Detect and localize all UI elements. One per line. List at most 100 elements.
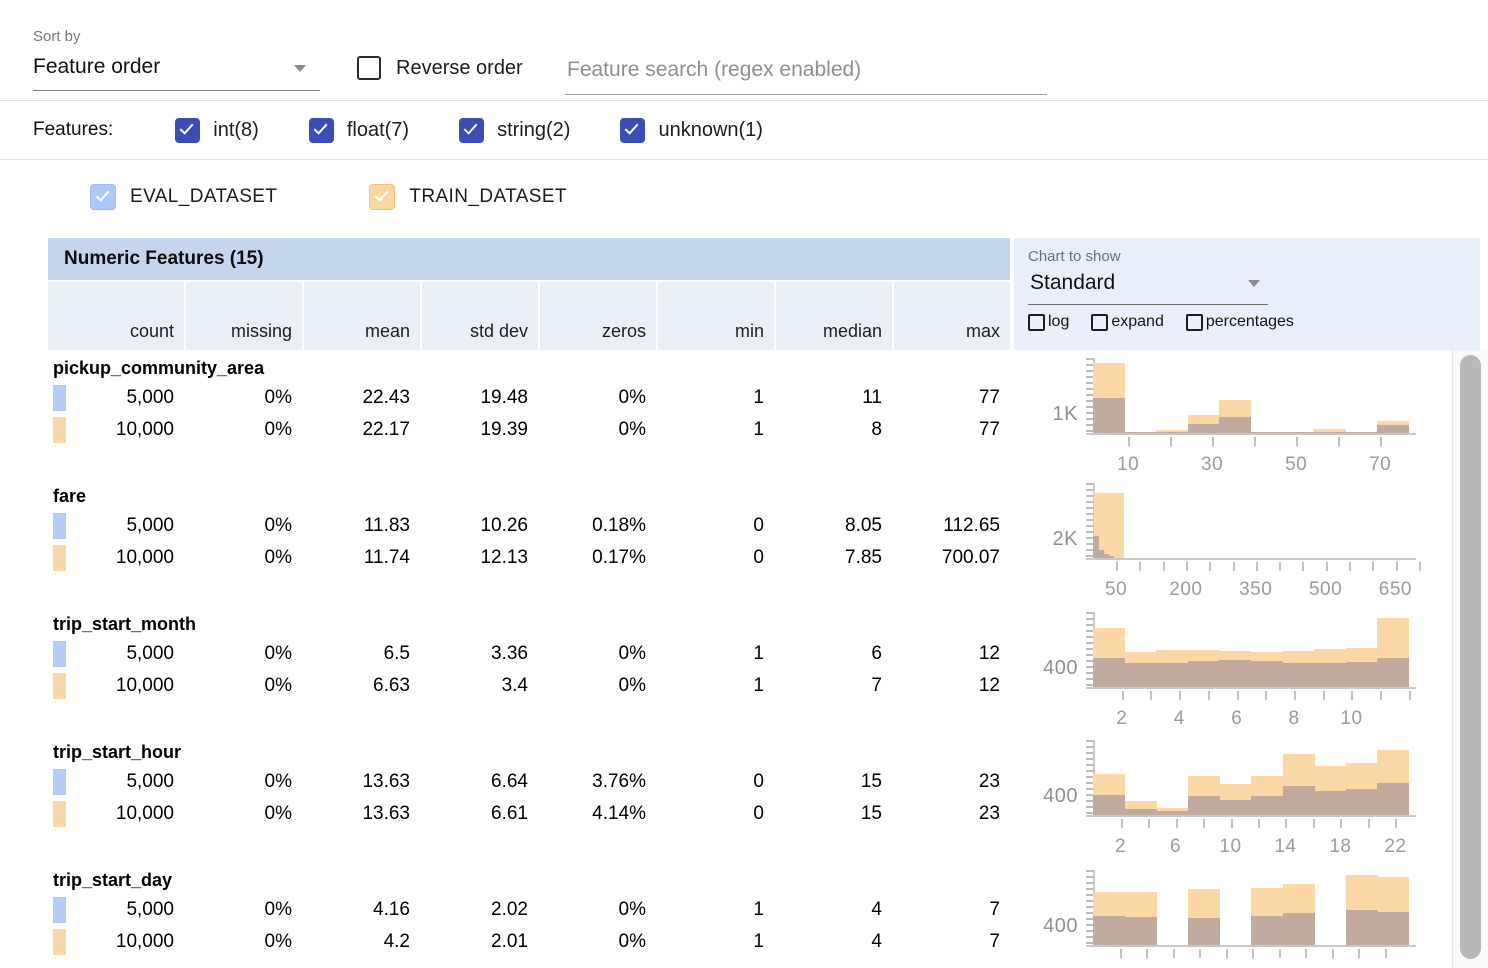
feature-type-filter-bar: Features: int(8) float(7) string(2) unknown… <box>0 101 1488 160</box>
chart-option-percentages[interactable]: percentages <box>1185 313 1294 331</box>
vertical-scrollbar-track[interactable] <box>1452 350 1488 968</box>
eval-swatch <box>53 385 66 411</box>
x-axis-tick <box>1385 949 1387 958</box>
unchecked-checkbox-icon[interactable] <box>1185 313 1203 331</box>
x-axis-tick-label: 6 <box>1231 708 1243 729</box>
sort-order-select[interactable]: Feature order <box>33 51 320 91</box>
stat-value: 5,000 <box>126 387 174 408</box>
eval-overlap-bar <box>1282 663 1315 687</box>
x-axis <box>1086 433 1416 435</box>
table-row: 5,000 0% 13.63 6.64 3.76% 0 15 23 <box>48 766 1010 798</box>
stat-value: 0.18% <box>592 515 646 536</box>
train-swatch <box>53 801 66 827</box>
eval-overlap-bar <box>1345 432 1378 433</box>
stat-value: 0% <box>264 675 292 696</box>
table-row: 5,000 0% 11.83 10.26 0.18% 0 8.05 112.65 <box>48 510 1010 542</box>
x-axis-tick <box>1325 562 1328 571</box>
x-axis-tick <box>1351 691 1354 700</box>
checked-checkbox-icon[interactable] <box>175 117 201 143</box>
stat-value: 22.17 <box>362 419 410 440</box>
train-bar <box>1251 431 1284 433</box>
histogram-trip_start_hour: 400 2 6 10 14 18 22 <box>1020 740 1420 857</box>
stat-value: 4 <box>871 899 882 920</box>
dataset-toggle-eval[interactable]: EVAL_DATASET <box>90 183 277 210</box>
feature-name: trip_start_month <box>53 613 197 634</box>
plot-area <box>1093 873 1410 945</box>
stat-value: 4 <box>871 931 882 952</box>
x-axis-tick-label: 6 <box>1169 836 1182 857</box>
x-axis <box>1086 687 1416 689</box>
checked-checkbox-icon[interactable] <box>620 117 646 143</box>
stat-value: 0 <box>753 803 764 824</box>
x-axis-tick <box>1338 437 1341 446</box>
eval-overlap-bar <box>1093 397 1126 433</box>
x-axis-tick-label: 200 <box>1169 579 1203 600</box>
plot-area <box>1093 486 1409 558</box>
table-row: 5,000 0% 22.43 19.48 0% 1 11 77 <box>48 382 1010 414</box>
eval-overlap-bar <box>1345 909 1378 945</box>
reverse-order-checkbox[interactable] <box>357 56 381 80</box>
train-checkbox-icon[interactable] <box>369 183 396 210</box>
chart-to-show-panel: Chart to show Standard log expand percenta… <box>1014 238 1480 350</box>
stat-value: 10.26 <box>480 515 528 536</box>
feature-type-toggle-float[interactable]: float(7) <box>308 117 409 143</box>
x-axis-tick <box>1175 819 1178 828</box>
feature-type-label: string(2) <box>497 118 571 141</box>
column-header-count: count <box>48 282 184 350</box>
x-axis-tick-label: 10 <box>1340 708 1363 729</box>
checkmark-icon <box>313 119 328 135</box>
chart-option-expand[interactable]: expand <box>1091 313 1164 331</box>
dataset-toggle-train[interactable]: TRAIN_DATASET <box>369 183 567 210</box>
x-axis-tick-label: 10 <box>1117 454 1140 475</box>
stat-value: 12 <box>978 675 1000 696</box>
x-axis-tick <box>1278 949 1281 958</box>
stat-value: 6.5 <box>383 643 410 664</box>
x-axis-tick <box>1209 562 1212 571</box>
feature-type-toggle-unknown[interactable]: unknown(1) <box>620 117 763 143</box>
table-row: 10,000 0% 22.17 19.39 0% 1 8 77 <box>48 414 1010 446</box>
stat-value: 7.85 <box>845 547 882 568</box>
feature-block-trip_start_day: trip_start_day 5,000 0% 4.16 2.02 0% 1 4 7 10,000… <box>48 866 1010 968</box>
eval-overlap-bar <box>1187 661 1220 687</box>
table-column-headers: count missing mean std dev zeros min median max <box>48 282 1010 350</box>
eval-overlap-bar <box>1124 916 1157 945</box>
stat-value: 4.2 <box>383 931 410 952</box>
feature-type-label: unknown(1) <box>658 118 763 141</box>
stat-value: 0% <box>618 899 646 920</box>
chevron-down-icon <box>1248 280 1260 287</box>
eval-overlap-bar <box>1251 796 1284 815</box>
eval-overlap-bar <box>1251 916 1284 945</box>
x-axis-tick <box>1265 691 1268 700</box>
eval-overlap-bar <box>1103 554 1109 558</box>
unchecked-checkbox-icon[interactable] <box>1028 313 1045 331</box>
stat-value: 1 <box>753 899 764 920</box>
chart-to-show-caption: Chart to show <box>1028 248 1121 265</box>
train-bar <box>1124 431 1157 433</box>
unchecked-checkbox-icon[interactable] <box>1091 313 1109 331</box>
x-axis-tick <box>1312 819 1315 828</box>
x-axis-tick <box>1150 691 1153 700</box>
x-axis-tick <box>1185 562 1188 571</box>
chart-type-select[interactable]: Standard <box>1028 267 1268 305</box>
eval-overlap-bar <box>1377 783 1410 815</box>
feature-search-input[interactable] <box>565 52 1047 95</box>
table-row: 10,000 0% 4.2 2.01 0% 1 4 7 <box>48 926 1010 958</box>
stat-value: 77 <box>978 387 1000 408</box>
feature-type-toggle-string[interactable]: string(2) <box>459 117 571 143</box>
eval-overlap-bar <box>1377 911 1410 945</box>
checked-checkbox-icon[interactable] <box>308 117 334 143</box>
chart-option-log[interactable]: log <box>1028 313 1069 331</box>
eval-checkbox-icon[interactable] <box>90 183 116 210</box>
stat-value: 11 <box>862 387 882 408</box>
x-axis-tick-label: 500 <box>1308 579 1343 600</box>
train-bar <box>1345 431 1378 433</box>
sort-toolbar: Sort by Feature order Reverse order <box>0 0 1488 101</box>
stat-value: 5,000 <box>126 771 174 792</box>
x-axis-tick <box>1120 819 1123 828</box>
vertical-scrollbar-thumb[interactable] <box>1460 355 1481 959</box>
feature-type-toggle-int[interactable]: int(8) <box>175 117 259 143</box>
stat-value: 0 <box>753 515 764 536</box>
checked-checkbox-icon[interactable] <box>459 117 485 143</box>
feature-name: trip_start_day <box>53 869 173 890</box>
eval-overlap-bar <box>1156 810 1189 815</box>
